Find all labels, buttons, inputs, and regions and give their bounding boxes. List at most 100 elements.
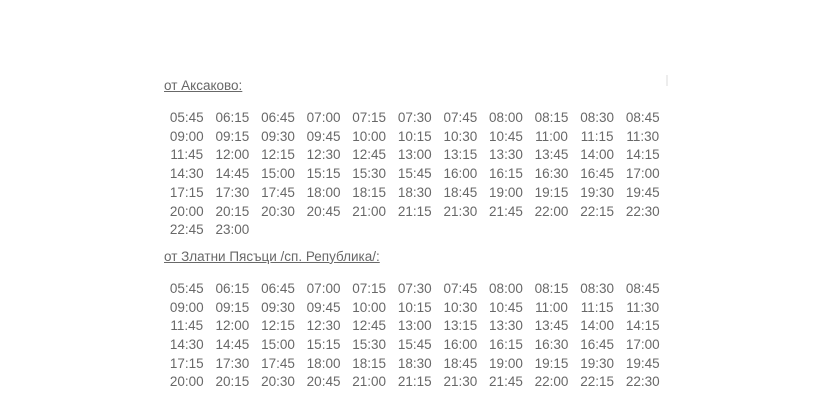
- time-cell: 08:00: [489, 280, 523, 296]
- time-cell: 22:00: [534, 374, 569, 390]
- time-cell: 18:30: [397, 184, 432, 200]
- time-cell: 22:00: [534, 203, 569, 219]
- time-cell: 18:15: [352, 184, 387, 200]
- time-cell: 10:00: [352, 299, 387, 315]
- time-cell: 22:15: [580, 374, 615, 390]
- faint-artifact: [666, 75, 668, 86]
- time-cell: 08:30: [580, 280, 615, 296]
- time-cell: 06:45: [261, 110, 295, 125]
- time-cell: 12:15: [261, 147, 295, 163]
- time-cell: 16:45: [580, 166, 615, 182]
- time-cell: 21:45: [489, 203, 523, 219]
- time-cell: 21:30: [443, 203, 478, 219]
- time-cell: 11:15: [580, 299, 614, 315]
- time-cell: 17:15: [169, 184, 204, 200]
- time-cell: 13:45: [534, 318, 569, 334]
- time-cell: 08:15: [534, 280, 569, 296]
- time-cell: 18:30: [397, 355, 432, 371]
- time-cell: 08:00: [489, 110, 523, 125]
- time-cell: 11:45: [170, 147, 204, 163]
- time-cell: 16:45: [580, 337, 615, 353]
- time-cell: 16:15: [489, 166, 523, 182]
- time-cell: 11:15: [580, 128, 614, 144]
- time-cell: 14:00: [580, 318, 615, 334]
- section-zlatni-pyasaci: от Златни Пясъци /сп. Република/: 05:45 0…: [164, 248, 664, 392]
- time-cell: 12:45: [352, 147, 387, 163]
- time-cell: 19:00: [489, 184, 523, 200]
- time-cell: 09:30: [261, 299, 295, 315]
- time-cell: 07:15: [352, 280, 387, 296]
- time-cell: 19:45: [625, 355, 660, 371]
- time-cell: 22:15: [580, 203, 615, 219]
- time-cell: 13:30: [489, 318, 523, 334]
- time-cell: 14:15: [625, 147, 660, 163]
- time-cell: 22:30: [625, 374, 660, 390]
- time-cell: 05:45: [169, 110, 204, 125]
- time-cell: 14:30: [169, 166, 204, 182]
- time-cell: 06:45: [261, 280, 295, 296]
- time-cell: 20:30: [261, 374, 295, 390]
- section-title-zlatni-pyasaci: от Златни Пясъци /сп. Република/:: [164, 248, 380, 264]
- time-cell: 11:30: [626, 299, 660, 315]
- time-cell: 18:00: [306, 355, 341, 371]
- time-cell: 17:00: [625, 166, 660, 182]
- time-cell: 21:30: [443, 374, 478, 390]
- time-cell: 17:45: [261, 184, 295, 200]
- time-cell: 17:00: [625, 337, 660, 353]
- time-cell: 19:30: [580, 355, 615, 371]
- time-cell: 07:45: [443, 110, 478, 125]
- time-cell: 09:15: [215, 128, 250, 144]
- time-cell: 08:30: [580, 110, 615, 125]
- time-cell: 11:45: [170, 318, 204, 334]
- time-cell: 08:15: [534, 110, 569, 125]
- time-cell: 10:30: [443, 299, 478, 315]
- time-cell: 13:15: [443, 147, 478, 163]
- time-cell: 14:45: [215, 166, 250, 182]
- section-aksakovo: от Аксаково: 05:45 06:15 06:45 07:00 07:15 07…: [164, 79, 664, 240]
- time-cell: 19:15: [534, 355, 569, 371]
- time-cell: 17:30: [215, 355, 250, 371]
- time-cell: 15:15: [306, 337, 341, 353]
- time-cell: 09:15: [215, 299, 250, 315]
- time-cell: 10:00: [352, 128, 387, 144]
- time-cell: 17:15: [169, 355, 204, 371]
- time-cell: 16:00: [443, 337, 478, 353]
- time-cell: 21:45: [489, 374, 523, 390]
- time-cell: 16:30: [534, 337, 569, 353]
- time-cell: 18:45: [443, 184, 478, 200]
- time-cell: 11:30: [626, 128, 660, 144]
- time-cell: 18:45: [443, 355, 478, 371]
- time-cell: 06:15: [215, 280, 250, 296]
- timetable-content: от Аксаково: 05:45 06:15 06:45 07:00 07:15 07…: [164, 79, 664, 402]
- timetable-grid-aksakovo: 05:45 06:15 06:45 07:00 07:15 07:30 07:45 08:00…: [164, 109, 664, 240]
- time-cell: 17:30: [215, 184, 250, 200]
- time-cell: 09:00: [169, 128, 204, 144]
- time-cell: 15:30: [352, 166, 387, 182]
- time-cell: 07:45: [443, 280, 478, 296]
- time-cell: 21:00: [352, 203, 387, 219]
- time-cell: 09:30: [261, 128, 295, 144]
- time-cell: 16:15: [489, 337, 523, 353]
- time-cell: 23:00: [215, 222, 250, 238]
- time-cell: 10:45: [489, 128, 523, 144]
- time-cell: 20:00: [169, 203, 204, 219]
- time-cell: 18:15: [352, 355, 387, 371]
- time-cell: 20:45: [306, 203, 341, 219]
- time-cell: 12:00: [215, 147, 250, 163]
- time-cell: 19:00: [489, 355, 523, 371]
- time-cell: 22:45: [169, 222, 204, 238]
- time-cell: 12:15: [261, 318, 295, 334]
- time-cell: 20:30: [261, 203, 295, 219]
- time-cell: 09:00: [169, 299, 204, 315]
- time-cell: 09:45: [306, 128, 341, 144]
- time-cell: 15:00: [261, 337, 295, 353]
- time-cell: 07:00: [306, 110, 341, 125]
- time-cell: 14:45: [215, 337, 250, 353]
- time-cell: 15:15: [306, 166, 341, 182]
- time-cell: 07:30: [397, 110, 432, 125]
- time-cell: 20:15: [215, 203, 250, 219]
- time-cell: 10:30: [443, 128, 478, 144]
- time-cell: 14:15: [625, 318, 660, 334]
- time-cell: 19:30: [580, 184, 615, 200]
